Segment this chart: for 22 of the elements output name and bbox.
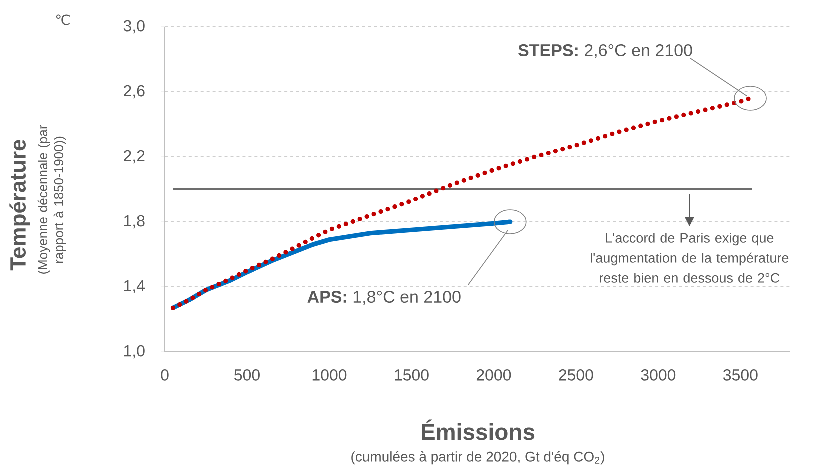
text: (Moyenne décennale (par rapport à 1850-1900)) — [38, 125, 66, 274]
x-tick-label: 2000 — [476, 370, 512, 381]
x-tick-label: 1000 — [312, 370, 347, 381]
y-tick-label: 2,6 — [124, 85, 145, 99]
y-tick-label: 2,2 — [124, 150, 145, 164]
x-tick-label: 1500 — [395, 370, 429, 381]
x-tick-label: 0 — [161, 370, 169, 381]
y-tick-label: 3,0 — [124, 20, 145, 34]
x-tick-label: 2500 — [559, 370, 594, 381]
x-tick-label: 3000 — [641, 370, 676, 381]
text: (cumulées à partir de 2020, Gt d'éq CO$_{2}$) — [352, 451, 604, 465]
y-axis-title: Température — [10, 140, 30, 271]
x-axis-title: Émissions — [422, 420, 535, 440]
x-tick-label: 500 — [234, 370, 260, 381]
x-tick-label: 3500 — [723, 370, 758, 381]
y-tick-label: 1,4 — [124, 280, 146, 294]
text: ℃ — [56, 14, 70, 26]
annotation: STEPS: 2,6°C en 2100 — [518, 44, 692, 59]
ref-line-label: L'accord de Paris exige que l'augmentation de la température reste bien en dessous de 2°C — [590, 233, 789, 283]
y-tick-label: 1,0 — [124, 345, 145, 359]
annotation: APS: 1,8°C en 2100 — [308, 290, 461, 306]
y-tick-label: 1,8 — [124, 215, 145, 229]
